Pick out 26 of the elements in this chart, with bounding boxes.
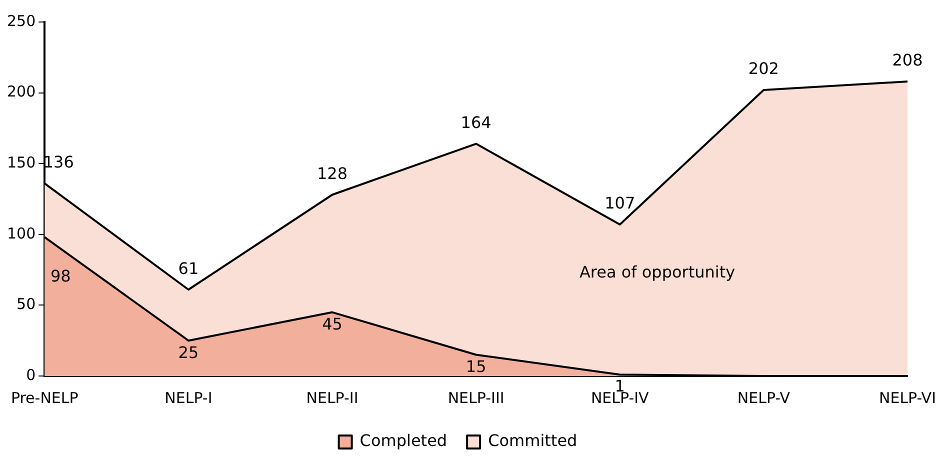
data-label: 208: [892, 50, 923, 70]
legend-label: Committed: [488, 431, 578, 450]
y-tick-label: 150: [6, 153, 36, 172]
y-tick-label: 0: [26, 366, 36, 384]
x-tick-label: NELP-III: [448, 388, 504, 407]
data-label: 202: [748, 59, 779, 78]
data-label: 164: [460, 112, 492, 132]
data-label: 98: [50, 266, 71, 286]
data-label: 25: [178, 342, 199, 362]
x-tick-label: NELP-I: [164, 388, 212, 407]
y-tick-label: 100: [6, 224, 36, 242]
data-label: 107: [604, 194, 636, 213]
legend-label: Completed: [360, 431, 448, 450]
data-label: 15: [466, 356, 486, 376]
y-tick-label: 200: [6, 82, 36, 101]
x-tick-label: Pre-NELP: [10, 388, 78, 407]
y-tick-label: 50: [16, 295, 36, 314]
x-tick-label: NELP-V: [737, 388, 791, 407]
annotation: Area of opportunity: [579, 262, 736, 282]
data-label: 61: [178, 258, 199, 278]
data-label: 45: [322, 314, 342, 334]
x-tick-label: NELP-II: [306, 388, 358, 407]
data-label: 128: [316, 164, 348, 183]
data-label: 136: [43, 152, 74, 172]
x-tick-label: NELP-VI: [879, 388, 936, 407]
y-tick-label: 250: [6, 12, 36, 30]
